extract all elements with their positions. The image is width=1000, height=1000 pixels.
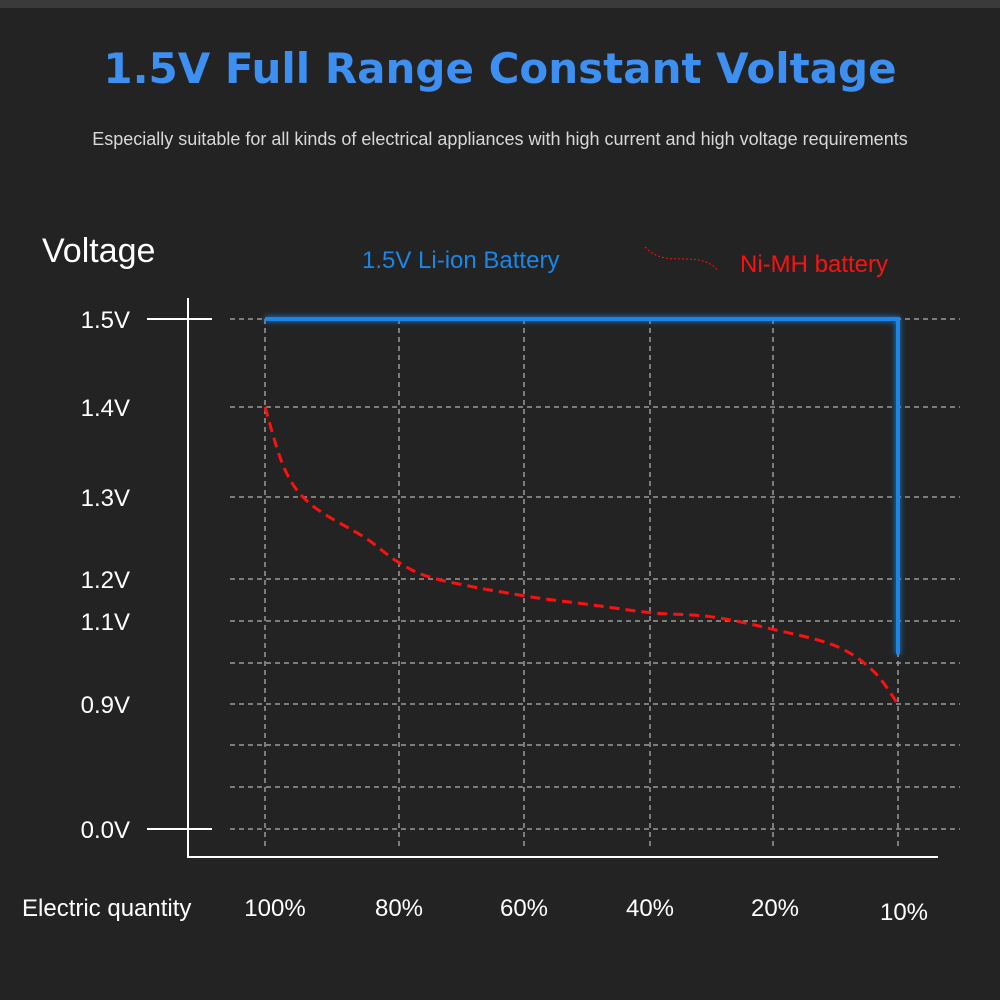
y-tick-label: 1.3V [81, 485, 130, 512]
legend-nimh-label: Ni-MH battery [740, 251, 888, 278]
series-liion-line [265, 317, 900, 655]
page-title: 1.5V Full Range Constant Voltage [103, 44, 897, 93]
top-bar [0, 0, 1000, 8]
legend-nimh-swatch [644, 246, 719, 272]
page-subtitle: Especially suitable for all kinds of ele… [92, 129, 908, 149]
x-tick-label: 80% [375, 895, 423, 922]
x-tick-label: 100% [244, 895, 305, 922]
y-tick-label: 0.9V [81, 692, 130, 719]
y-tick-label: 1.2V [81, 567, 130, 594]
y-axis-label: Voltage [42, 232, 155, 270]
x-tick-label: 20% [751, 895, 799, 922]
x-tick-label: 10% [880, 899, 928, 926]
legend-liion-label: 1.5V Li-ion Battery [362, 247, 559, 274]
x-axis-label: Electric quantity [22, 895, 191, 922]
y-tick-label: 1.1V [81, 609, 130, 636]
series-nimh-line [263, 406, 900, 705]
x-tick-label: 60% [500, 895, 548, 922]
y-tick-label: 0.0V [81, 817, 130, 844]
y-tick-label: 1.5V [81, 307, 130, 334]
x-tick-label: 40% [626, 895, 674, 922]
y-tick-label: 1.4V [81, 395, 130, 422]
